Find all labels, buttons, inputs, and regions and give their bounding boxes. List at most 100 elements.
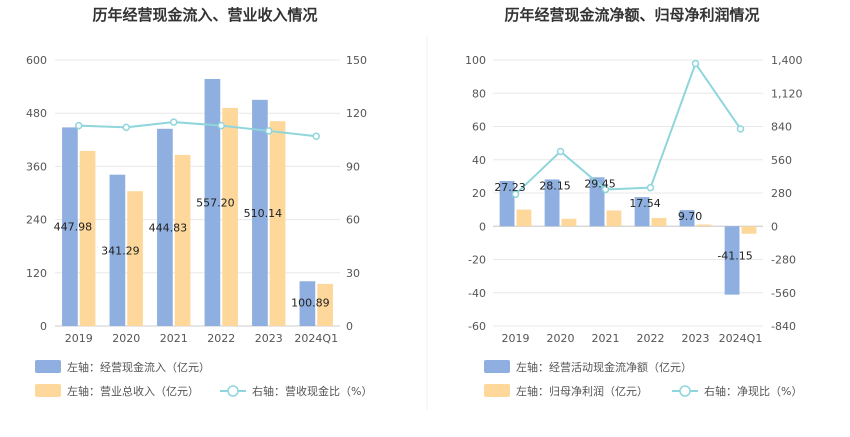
left-axis-tick-label: -60 (468, 320, 486, 333)
chart-1: 0 120 240 360 480 600 0 30 60 90 120 150 2019 2020 202… (26, 54, 372, 398)
bar-data-label: 447.98 (54, 221, 93, 234)
legend-marker-icon[interactable] (227, 385, 239, 397)
bar-secondary (606, 210, 622, 227)
right-axis-tick-label: -840 (771, 320, 796, 333)
x-axis-tick-label: 2020 (112, 332, 140, 345)
line-point (265, 127, 273, 135)
x-axis-tick-label: 2023 (255, 332, 283, 345)
left-axis-tick-label: 100 (465, 54, 486, 67)
right-axis-tick-label: 90 (346, 160, 360, 173)
bar-data-label: 17.54 (629, 197, 661, 210)
line-point (736, 125, 745, 133)
x-axis-tick-label: 2021 (592, 332, 620, 345)
bar-data-label: -41.15 (717, 250, 752, 263)
bar-primary (499, 180, 515, 227)
bar-data-label: 444.83 (149, 221, 188, 234)
x-axis-tick-label: 2024Q1 (294, 332, 338, 345)
left-axis-tick-label: 20 (472, 187, 486, 200)
legend-swatch-secondary[interactable] (35, 384, 61, 397)
right-axis-tick-label: 280 (771, 187, 792, 200)
line-point (556, 147, 565, 156)
right-axis-tick-label: 560 (771, 154, 792, 167)
legend-label[interactable]: 左轴：营业总收入（亿元） (67, 384, 199, 398)
right-axis-tick-label: -560 (771, 287, 796, 300)
legend-swatch-primary[interactable] (484, 360, 510, 373)
left-axis-tick-label: 40 (472, 154, 486, 167)
bar-primary (634, 197, 650, 227)
bar-secondary (696, 224, 712, 227)
line-series (78, 121, 317, 138)
right-axis-tick-label: 0 (346, 320, 353, 333)
bar-secondary (317, 283, 333, 326)
left-axis-tick-label: 240 (26, 214, 47, 227)
bar-data-label: 557.20 (196, 196, 235, 209)
legend-swatch-secondary[interactable] (484, 384, 510, 397)
bar-primary (252, 99, 268, 326)
line-point (217, 121, 225, 130)
bar-secondary (561, 218, 577, 227)
right-axis-tick-label: 150 (346, 54, 367, 67)
right-axis-tick-label: -280 (771, 254, 796, 267)
x-axis-tick-label: 2023 (682, 332, 710, 345)
chart-2: 100 80 60 40 20 0 -20 -40 -60 1,400 1,120 840 560 280… (465, 54, 803, 398)
x-axis-tick-label: 2019 (502, 332, 530, 345)
bar-primary (204, 78, 221, 326)
line-point (646, 183, 655, 192)
line-point (601, 185, 610, 194)
left-axis-tick-label: 480 (26, 107, 47, 120)
left-axis-tick-label: 80 (472, 87, 486, 100)
left-axis-tick-label: 120 (26, 267, 47, 280)
x-axis-tick-label: 2022 (637, 332, 665, 345)
legend-label[interactable]: 左轴：归母净利润（亿元） (516, 384, 648, 398)
x-axis-tick-label: 2019 (65, 332, 93, 345)
legend-label[interactable]: 左轴：经营现金流入（亿元） (67, 360, 210, 374)
line-point (170, 118, 178, 126)
chart-2-title: 历年经营现金流净额、归母净利润情况 (504, 6, 759, 24)
line-point (122, 123, 130, 132)
bar-primary (157, 128, 173, 326)
right-axis-tick-label: 0 (771, 220, 778, 233)
legend-marker-icon[interactable] (679, 385, 691, 397)
x-axis-tick-label: 2020 (547, 332, 575, 345)
line-series (514, 61, 742, 195)
bar-primary (589, 177, 605, 227)
right-axis-tick-label: 1,120 (771, 87, 803, 100)
bar-data-label: 9.70 (678, 210, 703, 223)
right-axis-tick-label: 120 (346, 107, 367, 120)
right-axis-tick-label: 60 (346, 214, 360, 227)
bar-data-label: 100.89 (291, 296, 330, 309)
bar-secondary (741, 226, 757, 234)
line-point (75, 121, 83, 130)
line-point (511, 190, 520, 198)
left-axis-tick-label: 0 (479, 220, 486, 233)
bar-primary (109, 174, 126, 326)
x-axis-tick-label: 2024Q1 (719, 332, 763, 345)
left-axis-tick-label: 60 (472, 121, 486, 134)
legend-swatch-primary[interactable] (35, 360, 61, 373)
bar-secondary (269, 121, 286, 327)
bar-data-label: 341.29 (101, 244, 140, 257)
chart-1-title: 历年经营现金流入、营业收入情况 (92, 6, 317, 24)
left-axis-tick-label: 600 (26, 54, 47, 67)
bar-data-label: 29.45 (584, 177, 616, 190)
bar-primary (679, 210, 695, 227)
legend-label[interactable]: 左轴：经营活动现金流净额（亿元） (516, 360, 692, 374)
bar-primary (544, 179, 560, 227)
right-axis-tick-label: 1,400 (771, 54, 803, 67)
bar-secondary (79, 150, 96, 326)
legend-label[interactable]: 右轴：净现比（%） (704, 384, 802, 398)
bar-primary (724, 226, 740, 295)
bar-primary (299, 281, 316, 326)
x-axis-tick-label: 2021 (160, 332, 188, 345)
bar-data-label: 510.14 (244, 207, 283, 220)
legend-label[interactable]: 右轴：营收现金比（%） (252, 384, 372, 398)
bar-secondary (174, 154, 191, 326)
right-axis-tick-label: 30 (346, 267, 360, 280)
bar-secondary (127, 191, 143, 326)
left-axis-tick-label: -40 (468, 287, 486, 300)
left-axis-tick-label: -20 (468, 254, 486, 267)
bar-secondary (651, 217, 667, 227)
line-point (312, 132, 320, 141)
bar-secondary (516, 209, 532, 227)
